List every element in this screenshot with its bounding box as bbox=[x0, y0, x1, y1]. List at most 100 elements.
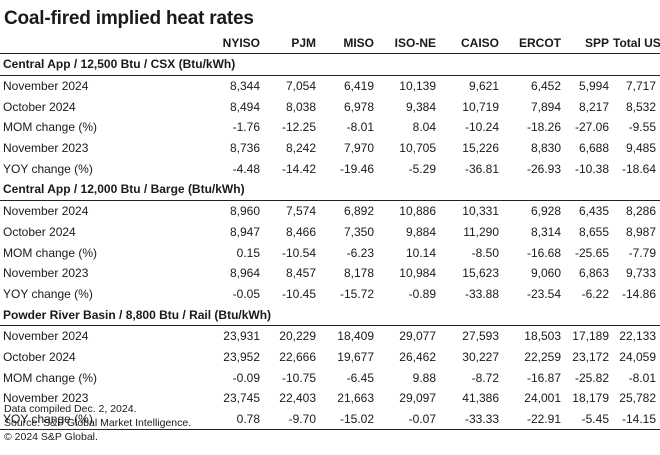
heat-rate-table: NYISO PJM MISO ISO-NE CAISO ERCOT SPP To… bbox=[0, 33, 660, 431]
table-cell: 8,242 bbox=[285, 141, 316, 156]
row-label: MOM change (%) bbox=[3, 245, 98, 260]
table-cell: -19.46 bbox=[339, 161, 374, 176]
table-cell: 6,978 bbox=[343, 99, 374, 114]
table-cell: -8.50 bbox=[471, 245, 499, 260]
table-cell: -10.54 bbox=[281, 245, 316, 260]
table-cell: 20,229 bbox=[279, 329, 316, 344]
row-label: MOM change (%) bbox=[3, 370, 98, 385]
row-label: YOY change (%) bbox=[0, 408, 184, 431]
table-row: MOM change (%) -0.09 -10.75 -6.45 9.88 -8.72 -… bbox=[0, 367, 660, 388]
row-label: November 2023 bbox=[3, 141, 89, 156]
table-cell: -8.01 bbox=[346, 120, 374, 135]
table-cell: 7,970 bbox=[343, 141, 374, 156]
table-cell: 17,189 bbox=[572, 329, 609, 344]
table-cell: 22,403 bbox=[279, 391, 316, 406]
table-cell: -25.82 bbox=[574, 370, 609, 385]
table-cell: 18,503 bbox=[524, 329, 561, 344]
table-cell: 30,227 bbox=[462, 349, 499, 364]
table-cell: -14.86 bbox=[621, 286, 656, 301]
row-label: MOM change (%) bbox=[3, 120, 98, 135]
table-cell: 24,059 bbox=[619, 349, 656, 364]
table-cell: -16.68 bbox=[526, 245, 561, 260]
table-cell: 27,593 bbox=[462, 329, 499, 344]
table-cell: -0.89 bbox=[408, 286, 436, 301]
table-cell: 15,226 bbox=[462, 141, 499, 156]
table-cell: 8,964 bbox=[229, 266, 260, 281]
section-header-row: Powder River Basin / 8,800 Btu / Rail (B… bbox=[0, 304, 660, 326]
table-cell: 0.15 bbox=[236, 245, 260, 260]
table-row: YOY change (%) -0.05 -10.45 -15.72 -0.89 -33.… bbox=[0, 284, 660, 305]
row-label: YOY change (%) bbox=[3, 161, 93, 176]
table-cell: 8,466 bbox=[285, 224, 316, 239]
header-cell-nyiso: NYISO bbox=[184, 33, 264, 54]
table-row: November 2024 8,960 7,574 6,892 10,886 10,331… bbox=[0, 200, 660, 221]
table-cell: 7,350 bbox=[343, 224, 374, 239]
table-cell: 5,994 bbox=[578, 79, 609, 94]
table-cell: -26.93 bbox=[526, 161, 561, 176]
table-cell: 9,060 bbox=[530, 266, 561, 281]
table-cell: 23,172 bbox=[572, 349, 609, 364]
row-label: November 2023 bbox=[3, 266, 89, 281]
table-cell: 10.14 bbox=[405, 245, 436, 260]
table-cell: -14.15 bbox=[613, 408, 660, 431]
table-cell: 8,178 bbox=[343, 266, 374, 281]
footer-note-copyright: © 2024 S&P Global. bbox=[4, 431, 98, 443]
table-cell: -6.45 bbox=[346, 370, 374, 385]
table-row: November 2023 23,745 22,403 21,663 29,097 41,… bbox=[0, 388, 660, 409]
table-cell: 29,077 bbox=[399, 329, 436, 344]
table-cell: 8,987 bbox=[625, 224, 656, 239]
table-cell: 29,097 bbox=[399, 391, 436, 406]
header-cell-label bbox=[0, 33, 184, 54]
table-cell: 19,677 bbox=[337, 349, 374, 364]
table-row: YOY change (%) 0.78 -9.70 -15.02 -0.07 -33.33… bbox=[0, 408, 660, 431]
table-cell: 10,984 bbox=[399, 266, 436, 281]
table-cell: 23,952 bbox=[223, 349, 260, 364]
table-cell: -0.07 bbox=[378, 408, 440, 431]
footer-note-compiled: Data compiled Dec. 2, 2024. bbox=[4, 403, 137, 415]
table-row: November 2023 8,736 8,242 7,970 10,705 15,226… bbox=[0, 138, 660, 159]
table-cell: 9.88 bbox=[412, 370, 436, 385]
table-row: October 2024 23,952 22,666 19,677 26,462 30,2… bbox=[0, 347, 660, 368]
table-cell: 22,133 bbox=[619, 329, 656, 344]
table-cell: 8,038 bbox=[285, 99, 316, 114]
table-cell: 9,884 bbox=[405, 224, 436, 239]
row-label: YOY change (%) bbox=[3, 286, 93, 301]
table-cell: 8,655 bbox=[578, 224, 609, 239]
table-cell: 9,733 bbox=[625, 266, 656, 281]
header-cell-caiso: CAISO bbox=[440, 33, 503, 54]
table-cell: -33.88 bbox=[464, 286, 499, 301]
table-cell: -22.91 bbox=[503, 408, 565, 431]
table-cell: 0.78 bbox=[184, 408, 264, 431]
section-title: Central App / 12,000 Btu / Barge (Btu/kW… bbox=[0, 179, 660, 201]
table-cell: -6.22 bbox=[581, 286, 609, 301]
header-cell-miso: MISO bbox=[320, 33, 378, 54]
table-cell: 10,331 bbox=[462, 204, 499, 219]
table-cell: 8,494 bbox=[229, 99, 260, 114]
row-label: November 2024 bbox=[3, 329, 89, 344]
table-cell: -9.70 bbox=[264, 408, 320, 431]
table-cell: 10,705 bbox=[399, 141, 436, 156]
table-cell: 10,139 bbox=[399, 79, 436, 94]
table-cell: 41,386 bbox=[462, 391, 499, 406]
table-body: Central App / 12,500 Btu / CSX (Btu/kWh)… bbox=[0, 53, 660, 431]
table-cell: 24,001 bbox=[524, 391, 561, 406]
table-row: YOY change (%) -4.48 -14.42 -19.46 -5.29 -36.… bbox=[0, 158, 660, 179]
table-cell: -1.76 bbox=[232, 120, 260, 135]
table-cell: -5.29 bbox=[408, 161, 436, 176]
table-cell: 11,290 bbox=[463, 224, 499, 239]
table-cell: 6,928 bbox=[530, 204, 561, 219]
footer-note-source: Source: S&P Global Market Intelligence. bbox=[4, 417, 192, 429]
table-cell: -10.24 bbox=[464, 120, 499, 135]
table-cell: 10,886 bbox=[399, 204, 436, 219]
table-cell: 8,736 bbox=[229, 141, 260, 156]
table-cell: 25,782 bbox=[619, 391, 656, 406]
table-cell: 10,719 bbox=[462, 99, 499, 114]
row-label: November 2024 bbox=[3, 204, 89, 219]
table-cell: -8.72 bbox=[471, 370, 499, 385]
table-cell: -15.02 bbox=[320, 408, 378, 431]
table-cell: -23.54 bbox=[526, 286, 561, 301]
table-cell: 9,485 bbox=[625, 141, 656, 156]
table-cell: -10.38 bbox=[574, 161, 609, 176]
header-cell-ercot: ERCOT bbox=[503, 33, 565, 54]
table-cell: -9.55 bbox=[628, 120, 656, 135]
